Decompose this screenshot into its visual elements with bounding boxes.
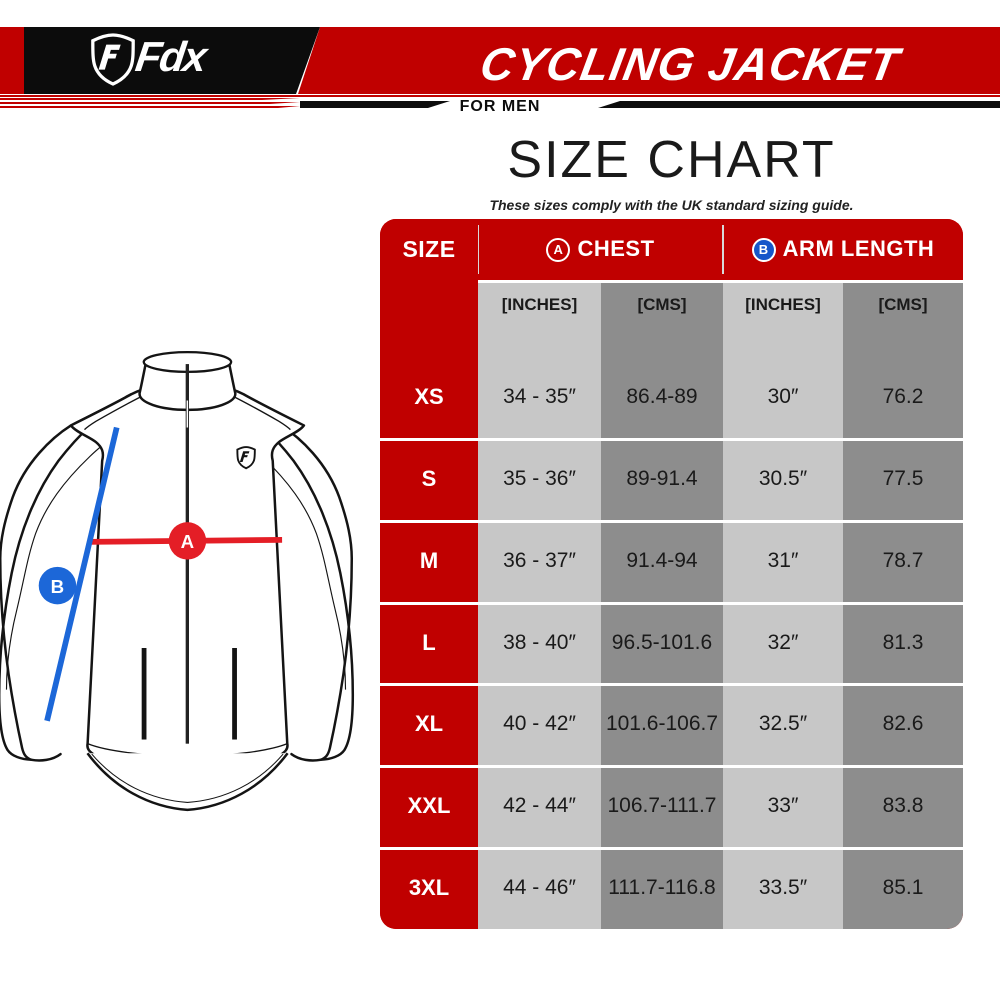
svg-text:A: A: [181, 531, 195, 552]
svg-text:B: B: [51, 576, 65, 597]
